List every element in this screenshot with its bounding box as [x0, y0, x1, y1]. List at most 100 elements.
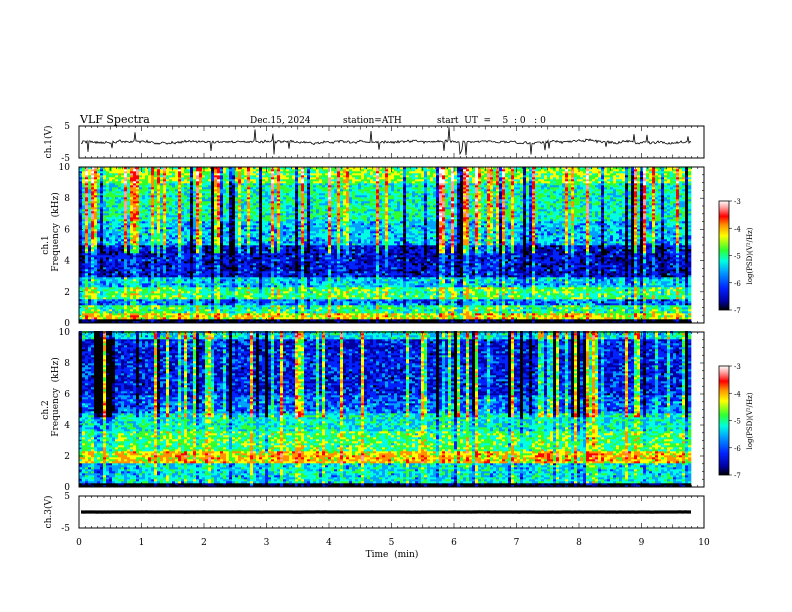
ch1-spectrogram-cell	[448, 291, 452, 294]
ch1-spectrogram-cell	[481, 317, 485, 320]
ch1-spectrogram-cell	[241, 315, 245, 318]
ch1-spectrogram-cell	[292, 307, 296, 310]
ch1-spectrogram-cell	[340, 297, 347, 300]
ch1-spectrogram-cell	[208, 295, 212, 298]
ch1-spectrogram-cell	[445, 257, 449, 260]
ch1-spectrogram-cell	[346, 305, 350, 308]
ch1-spectrogram-cell	[499, 321, 512, 324]
ch1-spectrogram-cell	[82, 303, 86, 306]
ch1-spectrogram-cell	[643, 303, 647, 306]
ch1-spectrogram-cell	[241, 289, 245, 292]
ch1-spectrogram-cell	[187, 305, 194, 308]
ch1-spectrogram-cell	[538, 279, 545, 282]
ch1-spectrogram-cell	[550, 313, 557, 316]
ch1-spectrogram-cell	[364, 267, 368, 270]
ch1-spectrogram-cell	[637, 275, 644, 278]
ch1-spectrogram-cell	[568, 289, 575, 292]
ch1-spectrogram-cell	[184, 315, 191, 318]
ch1-spectrogram-cell	[457, 293, 461, 296]
ch1-spectrogram-cell	[502, 265, 506, 268]
ch1-spectrogram-cell	[673, 263, 677, 266]
ch1-spectrogram-cell	[556, 285, 560, 288]
ch1-spectrogram-cell	[499, 317, 503, 320]
ch1-spectrogram-cell	[358, 273, 362, 276]
ch1-spectrogram-cell	[442, 315, 449, 318]
ch1-spectrogram-cell	[589, 283, 593, 286]
ch1-spectrogram-cell	[418, 277, 422, 280]
ch1-spectrogram-cell	[679, 287, 683, 290]
ch1-spectrogram-cell	[181, 285, 185, 288]
ch1-spectrogram-cell	[166, 285, 170, 288]
ch1-spectrogram-cell	[661, 287, 665, 290]
ch1-spectrogram-cell	[124, 313, 128, 316]
ch1-spectrogram-cell	[241, 265, 245, 268]
ch1-spectrogram-cell	[475, 299, 479, 302]
ch1-spectrogram-cell	[667, 291, 671, 294]
ch1-spectrogram-cell	[88, 259, 92, 262]
ch1-spectrogram-cell	[481, 275, 488, 278]
ch1-spectrogram-cell	[313, 273, 317, 276]
ch1-spectrogram-cell	[247, 315, 254, 318]
ch1-spectrogram-cell	[646, 287, 650, 290]
ch1-spectrogram-cell	[373, 307, 377, 310]
ch1-spectrogram-cell	[121, 263, 125, 266]
ch1-spectrogram-cell	[418, 283, 431, 286]
ch1-spectrogram-cell	[196, 261, 200, 264]
ch1-spectrogram-cell	[319, 315, 326, 318]
ch1-spectrogram-cell	[310, 299, 314, 302]
ch1-spectrogram-cell	[316, 309, 320, 312]
ch1-spectrogram-cell	[511, 277, 515, 280]
ch1-spectrogram-cell	[247, 281, 251, 284]
ch1-spectrogram-cell	[604, 271, 608, 274]
ch1-spectrogram-cell	[211, 281, 215, 284]
ch1-spectrogram-cell	[310, 305, 314, 308]
ch1-spectrogram-cell	[634, 285, 638, 288]
ch1-spectrogram-cell	[601, 313, 605, 316]
ch1-spectrogram-cell	[619, 287, 629, 290]
ch1-spectrogram-cell	[580, 295, 584, 298]
ch1-spectrogram-cell	[592, 309, 596, 312]
ch1-spectrogram-cell	[559, 313, 563, 316]
ch1-spectrogram-cell	[163, 257, 167, 260]
ch1-spectrogram-cell	[286, 283, 290, 286]
ch1-spectrogram-cell	[580, 277, 587, 280]
ch1-spectrogram-cell	[562, 313, 566, 316]
ch1-spectrogram-cell	[220, 265, 224, 268]
ch1-spectrogram-cell	[364, 285, 371, 288]
ch1-spectrogram-cell	[550, 311, 554, 314]
ch1-spectrogram-cell	[199, 265, 212, 268]
ch1-spectrogram-cell	[313, 315, 317, 318]
ch1-spectrogram-cell	[451, 307, 458, 310]
ch1-spectrogram-cell	[82, 269, 86, 272]
ch1-spectrogram-cell	[646, 321, 677, 324]
ch1-spectrogram-cell	[283, 291, 290, 294]
ch1-spectrogram-cell	[187, 273, 191, 276]
ch1-spectrogram-cell	[502, 281, 506, 284]
ch1-spectrogram-cell	[640, 291, 644, 294]
ch1-spectrogram-cell	[136, 257, 143, 260]
ch1-spectrogram-cell	[454, 293, 458, 296]
ch1-spectrogram-cell	[160, 321, 176, 324]
ch1-spectrogram-cell	[127, 275, 131, 278]
ch1-spectrogram-cell	[340, 303, 344, 306]
ch1-spectrogram-cell	[436, 269, 440, 272]
ch1-spectrogram-cell	[355, 305, 359, 308]
ch1-spectrogram-cell	[130, 301, 137, 304]
ch1-spectrogram-cell	[427, 313, 431, 316]
ch1-spectrogram-cell	[361, 297, 365, 300]
ch1-spectrogram-cell	[160, 287, 164, 290]
ch1-spectrogram-cell	[436, 309, 440, 312]
ch1-spectrogram-cell	[406, 319, 410, 322]
ch1-spectrogram-cell	[646, 301, 650, 304]
ch1-spectrogram-cell	[190, 309, 194, 312]
ch1-spectrogram-cell	[589, 269, 596, 272]
ch1-spectrogram-cell	[430, 283, 434, 286]
ch1-spectrogram-cell	[136, 279, 140, 282]
ch1-spectrogram-cell	[568, 281, 572, 284]
ch1-spectrogram-cell	[628, 307, 635, 310]
ch1-spectrogram-cell	[184, 261, 188, 264]
ch1-spectrogram-cell	[472, 273, 476, 276]
ch1-spectrogram-cell	[382, 277, 389, 280]
ch1-spectrogram-cell	[250, 259, 263, 262]
ch1-spectrogram-cell	[595, 303, 605, 306]
